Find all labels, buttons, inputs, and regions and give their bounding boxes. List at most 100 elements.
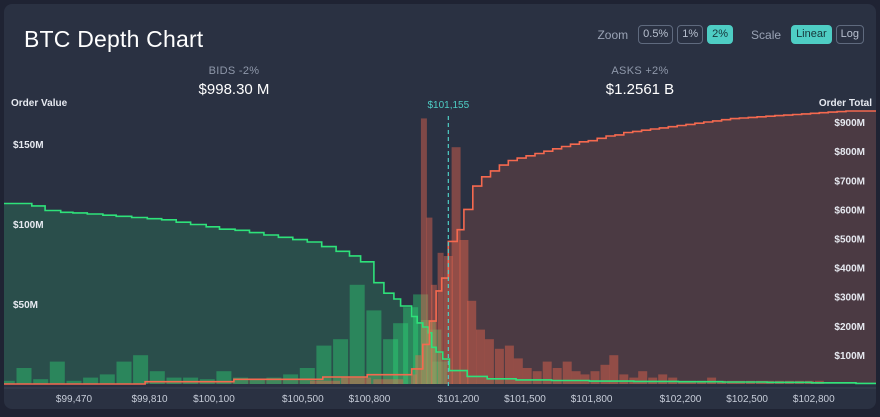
depth-chart[interactable]: $101,155 $50M $100M $150M $100M $200M $300M $40… [4,4,876,409]
x-axis-tick: $99,810 [131,394,168,405]
bid-bar [133,355,149,384]
right-axis-title: Order Total [818,98,872,109]
asks-cumulative-area [4,111,876,384]
ask-bar [504,345,514,384]
x-axis-tick: $100,100 [193,394,235,405]
bid-bar [383,339,399,384]
scale-label: Scale [751,27,782,42]
bid-bar [4,380,15,384]
ask-bar [430,284,437,384]
ask-bar [542,361,552,384]
zoom-label: Zoom [597,27,629,42]
ask-bar [476,329,485,384]
bid-bar [349,284,365,384]
x-axis-tick: $101,800 [571,394,613,405]
right-axis-tick: $700M [834,176,865,187]
depth-chart-panel: BTC Depth Chart Zoom 0.5% 1% 2% Scale Li… [4,4,876,409]
ask-bar [707,377,717,384]
bid-bar [183,377,199,384]
ask-bar [522,368,532,384]
left-axis-title: Order Value [11,98,68,109]
bid-bar [266,377,282,384]
x-axis-tick: $102,200 [660,394,702,405]
ask-bar [310,380,340,384]
asks-depth-line [4,110,876,385]
bid-bar [233,377,249,384]
asks-summary: ASKS +2% $1.2561 B [570,65,710,98]
right-axis-tick: $200M [834,322,865,333]
bid-bar [403,307,419,384]
bid-bar [431,361,447,384]
zoom-1-button[interactable]: 1% [677,25,704,44]
ask-bar [619,374,629,384]
bids-cumulative-area [4,203,876,384]
bid-bar [33,379,49,384]
bid-bar [249,379,265,384]
ask-bar [580,374,590,384]
x-axis-tick: $99,470 [56,394,93,405]
scale-log-button[interactable]: Log [835,25,864,44]
ask-bar [571,371,581,384]
asks-total: $1.2561 B [605,81,675,98]
bid-bar [166,377,182,384]
left-axis-tick: $150M [13,140,44,151]
right-axis-tick: $900M [834,118,865,129]
bid-bar [99,374,115,384]
ask-bar [467,300,477,384]
ask-bar [562,361,572,384]
bid-bar [116,361,132,384]
bid-bar [149,371,165,384]
asks-label: ASKS +2% [611,65,669,77]
x-axis-tick: $102,500 [726,394,768,405]
ask-bar [484,339,494,384]
x-axis-tick: $100,500 [282,394,324,405]
left-axis-tick: $50M [13,300,38,311]
bids-total: $998.30 M [198,81,270,98]
ask-bar [552,368,562,384]
scale-linear-button[interactable]: Linear [791,25,832,44]
ask-bar [609,355,619,384]
page-title: BTC Depth Chart [24,26,204,52]
chart-controls: Zoom 0.5% 1% 2% Scale Linear Log [597,25,868,44]
zoom-0-5-button[interactable]: 0.5% [638,25,674,44]
ask-bar [459,240,469,384]
bid-bar [216,371,232,384]
x-axis-tick: $101,500 [504,394,546,405]
bid-bar [83,377,99,384]
ask-bar [658,374,668,384]
right-axis-tick: $400M [834,264,865,275]
bid-bar [66,380,82,384]
bids-label: BIDS -2% [208,65,260,77]
ask-bar [600,364,610,384]
x-axis-tick: $102,800 [793,394,835,405]
bid-bar [16,368,32,384]
bid-bar [366,310,382,384]
bids-depth-line [4,202,876,385]
ask-bar [426,217,433,384]
bid-bar [316,345,332,384]
right-axis-tick: $800M [834,147,865,158]
x-axis-tick: $100,800 [349,394,391,405]
x-axis-tick: $101,200 [437,394,479,405]
bid-bar [49,361,65,384]
ask-bar [420,118,427,385]
ask-bar [638,371,648,384]
bid-bar [333,339,349,384]
ask-bar [410,374,417,384]
left-axis-tick: $100M [13,220,44,231]
ask-bar [451,147,461,384]
right-axis-tick: $300M [834,293,865,304]
right-axis-tick: $600M [834,205,865,216]
ask-bar [373,379,404,384]
right-axis-tick: $500M [834,234,865,245]
right-axis-tick: $100M [834,351,865,362]
ask-bar [513,358,523,384]
ask-bar [437,252,444,384]
ask-bar [341,377,372,384]
bid-bar [393,323,409,384]
ask-bar [494,348,504,384]
mid-price-label: $101,155 [427,100,469,111]
zoom-2-button[interactable]: 2% [707,25,734,44]
ask-bar [590,371,600,384]
bids-summary: BIDS -2% $998.30 M [154,65,314,98]
